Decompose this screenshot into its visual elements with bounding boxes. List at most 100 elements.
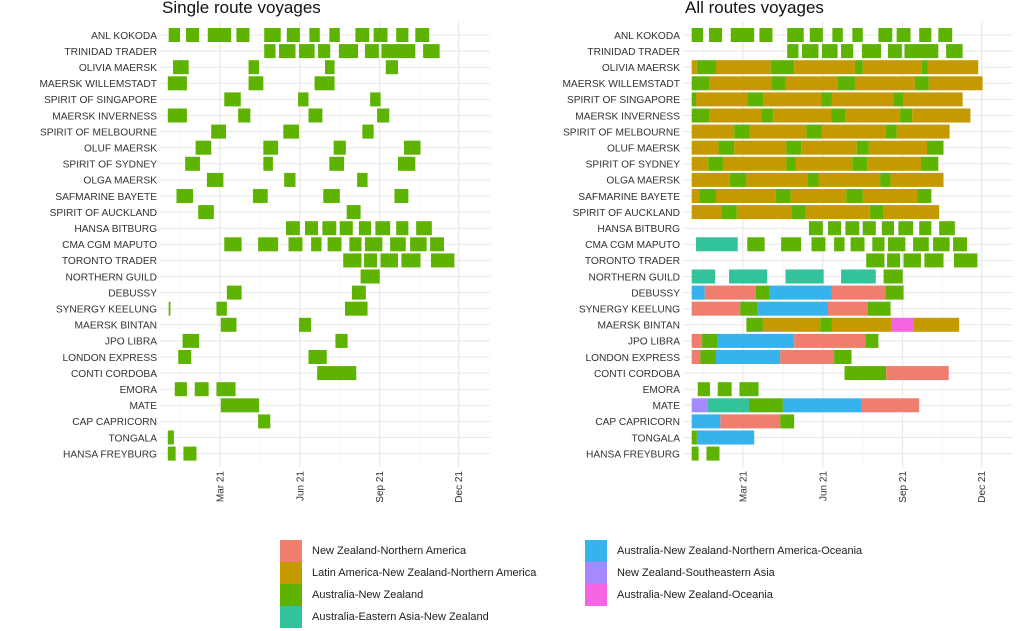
x-tick-label: Mar 21: [738, 471, 749, 503]
voyage-bar: [761, 108, 774, 123]
voyage-bar: [397, 156, 416, 171]
voyage-bar: [343, 253, 362, 268]
legend: New Zealand-Northern America Latin Americ…: [280, 540, 980, 630]
voyage-bar: [872, 237, 885, 252]
voyage-bar: [344, 301, 368, 316]
y-tick-label: CONTI CORDOBA: [594, 369, 680, 380]
voyage-bar: [912, 108, 971, 123]
x-tick-label: Dec 21: [454, 471, 465, 503]
voyage-bar: [264, 28, 281, 42]
voyage-bar: [734, 124, 749, 139]
voyage-bar: [380, 253, 398, 268]
voyage-bar: [706, 446, 720, 461]
voyage-bar: [390, 237, 406, 252]
chart-canvas: ANL KOKODA TRINIDAD TRADER OLIVIA MAERSK MA…: [39, 22, 1013, 503]
voyage-bar: [211, 124, 226, 139]
voyage-bar: [385, 60, 398, 75]
voyage-bar: [795, 156, 853, 171]
voyage-bar: [717, 333, 795, 348]
voyage-bar: [828, 221, 842, 236]
voyage-bar: [896, 124, 950, 139]
voyage-bar: [333, 140, 346, 155]
voyage-bar: [729, 172, 747, 187]
voyage-bar: [195, 140, 212, 155]
y-tick-label: SPIRIT OF SINGAPORE: [567, 95, 680, 106]
voyage-bar: [854, 76, 915, 91]
y-tick-label: MATE: [129, 401, 157, 412]
voyage-bar: [691, 285, 705, 300]
voyage-bar: [697, 382, 710, 397]
voyage-bar: [807, 172, 819, 187]
voyage-bar: [186, 28, 200, 42]
legend-swatch: [280, 584, 302, 606]
voyage-bar: [691, 60, 697, 75]
voyage-bar: [691, 140, 719, 155]
legend-swatch: [280, 562, 302, 584]
voyage-bar: [709, 108, 762, 123]
voyage-bar: [730, 28, 755, 42]
voyage-bar: [373, 28, 388, 42]
voyage-bar: [787, 28, 804, 42]
voyage-bar: [238, 108, 251, 123]
voyage-bar: [696, 430, 755, 445]
voyage-bar: [264, 44, 276, 59]
legend-label: Australia-New Zealand-Oceania: [617, 589, 773, 601]
voyage-bar: [702, 333, 718, 348]
voyage-bar: [818, 172, 881, 187]
voyage-bar: [224, 92, 241, 107]
voyage-bar: [401, 253, 421, 268]
voyage-bar: [198, 205, 214, 220]
voyage-bar: [346, 205, 361, 220]
voyage-bar: [716, 189, 776, 203]
voyage-bar: [309, 28, 320, 42]
voyage-bar: [329, 28, 340, 42]
voyage-bar: [691, 333, 703, 348]
x-tick-label: Jun 21: [295, 471, 306, 501]
voyage-bar: [258, 414, 271, 429]
voyage-bar: [749, 124, 807, 139]
voyage-bar: [700, 350, 716, 364]
voyage-bar: [820, 317, 832, 332]
voyage-bar: [691, 189, 700, 203]
voyage-bar: [167, 446, 176, 461]
voyage-bar: [167, 430, 174, 445]
voyage-bar: [691, 414, 721, 429]
voyage-bar: [381, 44, 416, 59]
legend-swatch: [585, 584, 607, 606]
voyage-bar: [349, 237, 362, 252]
voyage-bar: [831, 92, 894, 107]
voyage-bar: [691, 398, 708, 413]
voyage-bar: [834, 237, 845, 252]
voyage-bar: [691, 350, 701, 364]
voyage-bar: [862, 189, 918, 203]
voyage-bar: [928, 76, 983, 91]
voyage-bar: [248, 60, 259, 75]
y-tick-label: JPO LIBRA: [105, 337, 157, 348]
voyage-bar: [749, 398, 783, 413]
y-tick-label: TRINIDAD TRADER: [587, 47, 680, 58]
voyage-bar: [781, 237, 802, 252]
voyage-bar: [821, 124, 886, 139]
legend-label: New Zealand-Northern America: [312, 545, 467, 557]
voyage-bar: [885, 285, 904, 300]
y-tick-label: CONTI CORDOBA: [71, 369, 157, 380]
x-tick-label: Mar 21: [215, 471, 226, 503]
legend-item-aunznao: Australia-New Zealand-Northern America-O…: [585, 540, 862, 562]
panel-all-routes: ANL KOKODA TRINIDAD TRADER OLIVIA MAERSK MA…: [562, 22, 1013, 503]
voyage-bar: [691, 156, 709, 171]
voyage-bar: [887, 237, 906, 252]
y-tick-label: ANL KOKODA: [614, 31, 680, 42]
voyage-bar: [747, 237, 765, 252]
y-tick-label: SYNERGY KEELUNG: [56, 305, 157, 316]
voyage-bar: [775, 189, 791, 203]
y-tick-label: SAFMARINE BAYETE: [578, 192, 680, 203]
y-tick-label: MAERSK WILLEMSTADT: [562, 79, 680, 90]
voyage-bar: [696, 237, 738, 252]
voyage-bar: [729, 269, 768, 284]
voyage-bar: [717, 382, 732, 397]
voyage-bar: [176, 189, 193, 203]
voyage-bar: [258, 237, 279, 252]
voyage-bar: [946, 44, 963, 59]
voyage-bar: [248, 76, 264, 91]
voyage-bar: [696, 60, 716, 75]
